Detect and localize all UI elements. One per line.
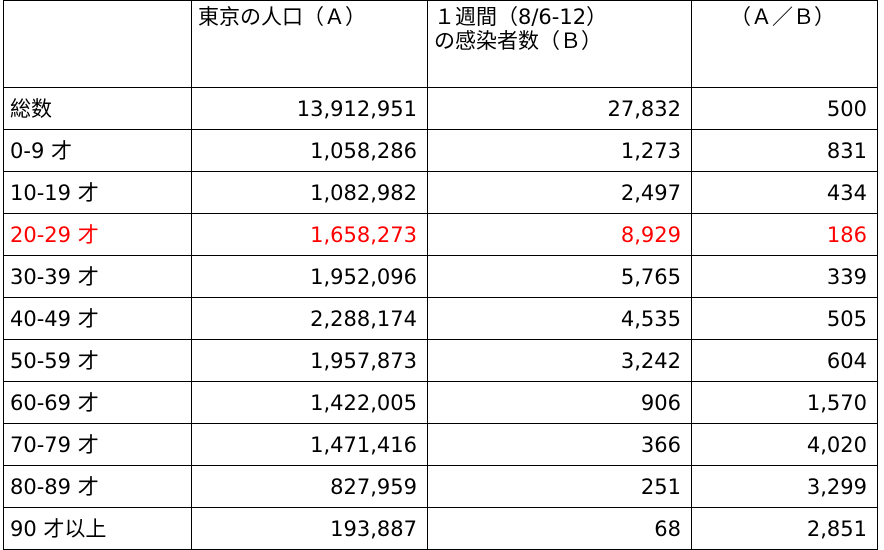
row-label: 30-39 才 — [3, 255, 192, 298]
population-cell: 193,887 — [191, 507, 428, 550]
cases-cell: 2,497 — [427, 171, 692, 214]
ratio-cell: 3,299 — [691, 465, 878, 508]
row-label: 90 才以上 — [3, 507, 192, 550]
table-row: 80-89 才 827,959 251 3,299 — [3, 465, 878, 508]
population-cell: 1,952,096 — [191, 255, 428, 298]
cases-cell: 4,535 — [427, 297, 692, 340]
population-cell: 1,058,286 — [191, 129, 428, 172]
population-cell: 1,957,873 — [191, 339, 428, 382]
cases-cell: 5,765 — [427, 255, 692, 298]
table-row: 90 才以上 193,887 68 2,851 — [3, 507, 878, 550]
ratio-cell: 1,570 — [691, 381, 878, 424]
ratio-cell: 500 — [691, 87, 878, 130]
ratio-cell: 434 — [691, 171, 878, 214]
row-label: 60-69 才 — [3, 381, 192, 424]
population-cell: 1,471,416 — [191, 423, 428, 466]
header-cases: １週間（8/6-12） の感染者数（Ｂ） — [427, 0, 692, 88]
header-cases-line2: の感染者数（Ｂ） — [434, 29, 602, 53]
row-label: 0-9 才 — [3, 129, 192, 172]
cases-cell: 68 — [427, 507, 692, 550]
cases-cell: 906 — [427, 381, 692, 424]
table-row: 10-19 才 1,082,982 2,497 434 — [3, 171, 878, 214]
population-cases-table: 東京の人口（Ａ） １週間（8/6-12） の感染者数（Ｂ） （Ａ／Ｂ） 総数 1… — [3, 0, 878, 550]
header-corner-cell — [3, 0, 192, 88]
population-cell: 2,288,174 — [191, 297, 428, 340]
header-cases-line1: １週間（8/6-12） — [434, 5, 608, 29]
table-row: 40-49 才 2,288,174 4,535 505 — [3, 297, 878, 340]
row-label: 10-19 才 — [3, 171, 192, 214]
table-row: 30-39 才 1,952,096 5,765 339 — [3, 255, 878, 298]
ratio-cell: 4,020 — [691, 423, 878, 466]
row-label: 総数 — [3, 87, 192, 130]
population-cell: 1,658,273 — [191, 213, 428, 256]
cases-cell: 27,832 — [427, 87, 692, 130]
ratio-cell: 2,851 — [691, 507, 878, 550]
cases-cell: 1,273 — [427, 129, 692, 172]
row-label: 50-59 才 — [3, 339, 192, 382]
population-cell: 1,422,005 — [191, 381, 428, 424]
table-row-highlighted: 20-29 才 1,658,273 8,929 186 — [3, 213, 878, 256]
cases-cell: 366 — [427, 423, 692, 466]
row-label: 80-89 才 — [3, 465, 192, 508]
table-row: 70-79 才 1,471,416 366 4,020 — [3, 423, 878, 466]
cases-cell: 251 — [427, 465, 692, 508]
table-row: 60-69 才 1,422,005 906 1,570 — [3, 381, 878, 424]
cases-cell: 3,242 — [427, 339, 692, 382]
row-label: 70-79 才 — [3, 423, 192, 466]
population-cell: 13,912,951 — [191, 87, 428, 130]
cases-cell: 8,929 — [427, 213, 692, 256]
ratio-cell: 604 — [691, 339, 878, 382]
ratio-cell: 831 — [691, 129, 878, 172]
ratio-cell: 339 — [691, 255, 878, 298]
table-row: 50-59 才 1,957,873 3,242 604 — [3, 339, 878, 382]
header-population: 東京の人口（Ａ） — [191, 0, 428, 88]
ratio-cell: 186 — [691, 213, 878, 256]
table-row: 0-9 才 1,058,286 1,273 831 — [3, 129, 878, 172]
population-cell: 827,959 — [191, 465, 428, 508]
table-header-row: 東京の人口（Ａ） １週間（8/6-12） の感染者数（Ｂ） （Ａ／Ｂ） — [3, 0, 878, 88]
population-cell: 1,082,982 — [191, 171, 428, 214]
table-row: 総数 13,912,951 27,832 500 — [3, 87, 878, 130]
ratio-cell: 505 — [691, 297, 878, 340]
row-label: 20-29 才 — [3, 213, 192, 256]
header-ratio: （Ａ／Ｂ） — [691, 0, 878, 88]
row-label: 40-49 才 — [3, 297, 192, 340]
